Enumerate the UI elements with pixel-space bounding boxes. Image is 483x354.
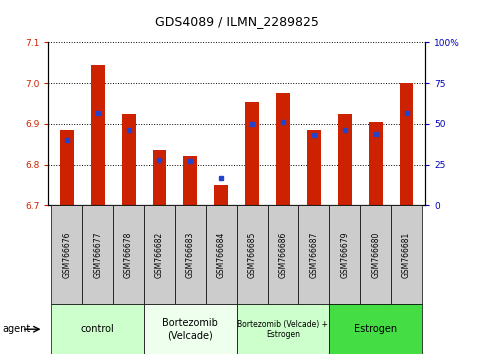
Bar <box>237 304 329 354</box>
Bar <box>276 93 290 205</box>
Text: GSM766684: GSM766684 <box>217 232 226 278</box>
Bar <box>214 185 228 205</box>
Bar <box>51 304 144 354</box>
Bar <box>82 205 113 304</box>
Text: GSM766676: GSM766676 <box>62 232 71 278</box>
Bar <box>399 83 413 205</box>
Bar <box>369 122 383 205</box>
Text: GSM766680: GSM766680 <box>371 232 380 278</box>
Bar <box>307 130 321 205</box>
Bar <box>60 130 74 205</box>
Bar <box>113 205 144 304</box>
Text: GSM766686: GSM766686 <box>279 232 287 278</box>
Bar <box>329 205 360 304</box>
Bar <box>144 304 237 354</box>
Bar <box>391 205 422 304</box>
Bar <box>91 65 105 205</box>
Text: GSM766685: GSM766685 <box>248 232 256 278</box>
Text: GSM766683: GSM766683 <box>186 232 195 278</box>
Text: control: control <box>81 324 114 334</box>
Text: GSM766682: GSM766682 <box>155 232 164 278</box>
Bar <box>184 156 197 205</box>
Text: Bortezomib (Velcade) +
Estrogen: Bortezomib (Velcade) + Estrogen <box>238 320 328 339</box>
Text: agent: agent <box>2 324 30 334</box>
Bar <box>298 205 329 304</box>
Text: Estrogen: Estrogen <box>354 324 397 334</box>
Text: GSM766687: GSM766687 <box>310 232 318 278</box>
Text: GSM766681: GSM766681 <box>402 232 411 278</box>
Text: Bortezomib
(Velcade): Bortezomib (Velcade) <box>162 318 218 340</box>
Bar <box>245 102 259 205</box>
Bar <box>360 205 391 304</box>
Bar <box>51 205 82 304</box>
Bar <box>329 304 422 354</box>
Bar <box>268 205 298 304</box>
Text: GSM766677: GSM766677 <box>93 232 102 278</box>
Bar <box>206 205 237 304</box>
Bar <box>144 205 175 304</box>
Text: GSM766678: GSM766678 <box>124 232 133 278</box>
Text: GSM766679: GSM766679 <box>340 232 349 278</box>
Bar <box>122 114 136 205</box>
Bar <box>153 150 167 205</box>
Text: GDS4089 / ILMN_2289825: GDS4089 / ILMN_2289825 <box>155 15 319 28</box>
Bar <box>237 205 268 304</box>
Bar <box>338 114 352 205</box>
Bar <box>175 205 206 304</box>
